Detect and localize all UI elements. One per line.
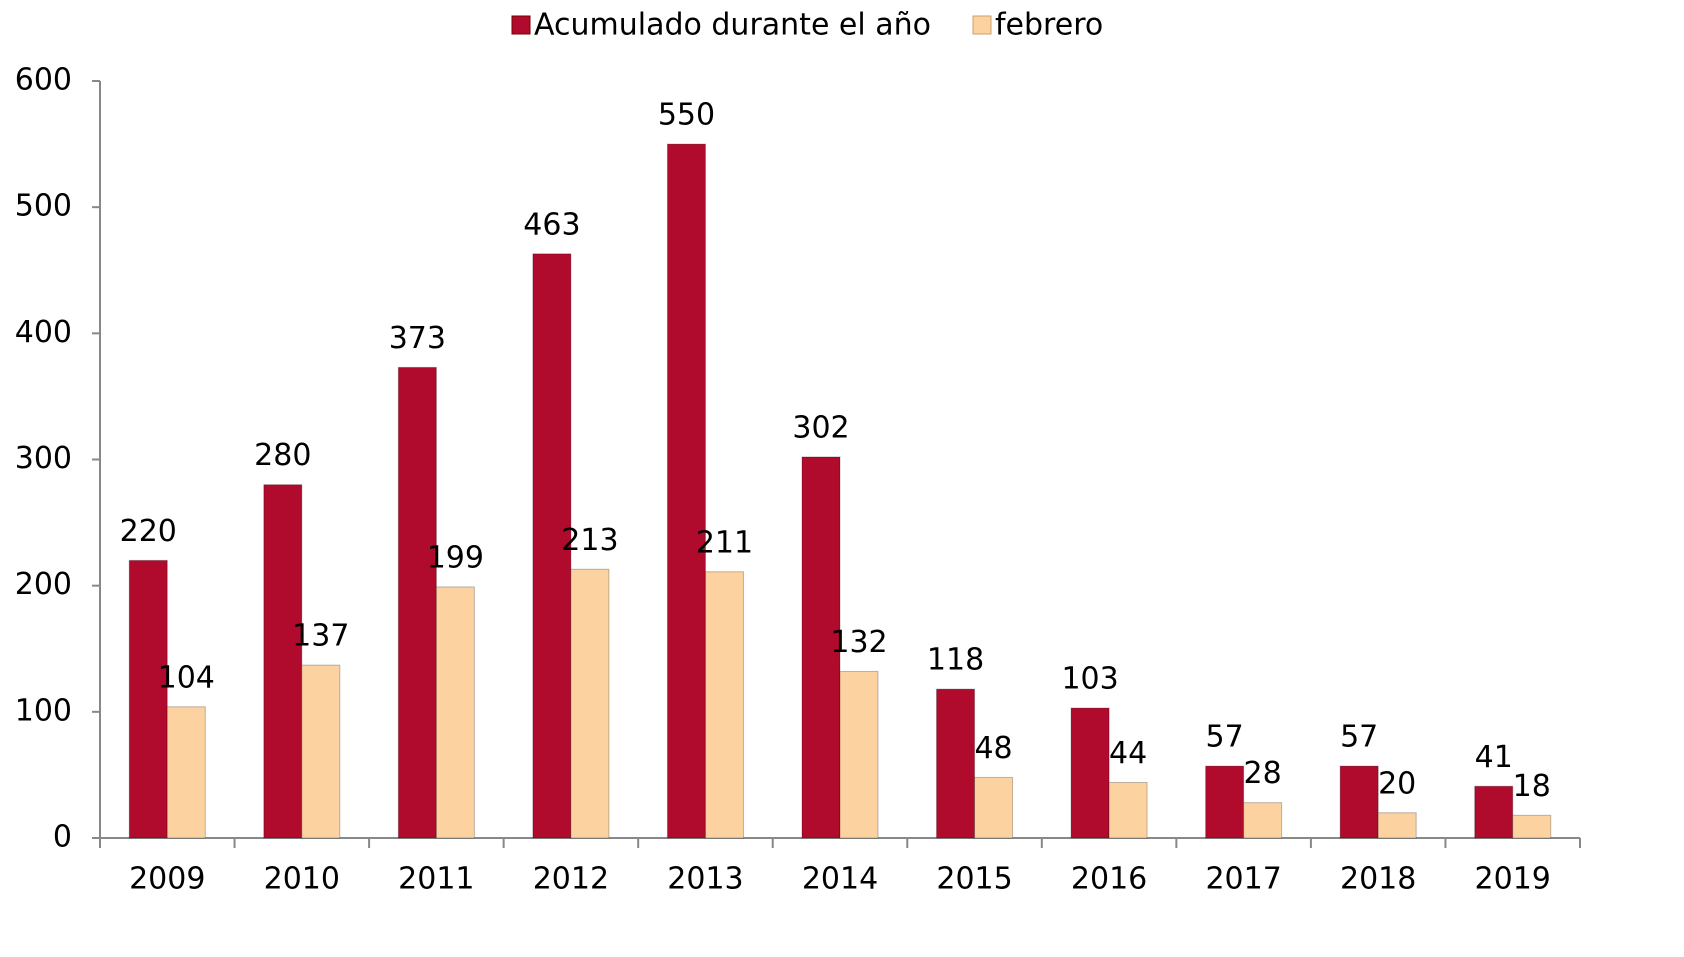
x-tick-label: 2013 — [667, 862, 743, 897]
bar — [1512, 814, 1552, 839]
value-label: 20 — [1378, 766, 1416, 801]
legend-swatch — [972, 15, 992, 35]
value-label: 28 — [1244, 756, 1282, 791]
x-tick-label: 2012 — [533, 862, 609, 897]
value-label: 41 — [1475, 740, 1513, 775]
y-tick-label: 300 — [15, 441, 72, 476]
x-tick-label: 2011 — [398, 862, 474, 897]
value-label: 18 — [1513, 769, 1551, 804]
value-label: 48 — [974, 731, 1012, 766]
x-tick-label: 2009 — [129, 862, 205, 897]
value-label: 280 — [254, 438, 311, 473]
bar — [301, 664, 341, 839]
x-tick-label: 2016 — [1071, 862, 1147, 897]
y-tick-label: 100 — [15, 693, 72, 728]
value-label: 220 — [120, 514, 177, 549]
bar — [1205, 765, 1245, 839]
value-label: 118 — [927, 643, 984, 678]
value-label: 211 — [696, 525, 753, 560]
value-label: 213 — [561, 523, 618, 558]
bar — [397, 366, 437, 839]
y-tick-label: 600 — [15, 63, 72, 98]
bar — [936, 688, 976, 839]
y-tick-label: 0 — [53, 820, 72, 855]
value-label: 44 — [1109, 736, 1147, 771]
bar — [839, 670, 879, 839]
value-label: 57 — [1206, 720, 1244, 755]
bar — [1070, 707, 1110, 839]
value-label: 373 — [389, 321, 446, 356]
bar — [1377, 812, 1417, 839]
bar — [1474, 785, 1514, 839]
value-label: 463 — [523, 207, 580, 242]
value-label: 132 — [830, 625, 887, 660]
value-label: 104 — [158, 660, 215, 695]
legend-label: febrero — [995, 8, 1103, 43]
x-tick-label: 2014 — [802, 862, 878, 897]
bar — [704, 571, 744, 839]
x-tick-label: 2018 — [1340, 862, 1416, 897]
value-label: 103 — [1061, 662, 1118, 697]
x-tick-label: 2010 — [264, 862, 340, 897]
value-label: 137 — [292, 619, 349, 654]
y-tick-label: 200 — [15, 567, 72, 602]
bar — [974, 776, 1014, 839]
bar — [801, 456, 841, 839]
y-tick-label: 500 — [15, 189, 72, 224]
value-label: 57 — [1340, 720, 1378, 755]
y-tick-label: 400 — [15, 315, 72, 350]
bar — [263, 484, 303, 839]
bar — [1339, 765, 1379, 839]
bar — [1243, 802, 1283, 839]
value-label: 302 — [792, 410, 849, 445]
legend-label: Acumulado durante el año — [534, 8, 931, 43]
x-tick-label: 2015 — [936, 862, 1012, 897]
bar — [570, 568, 610, 839]
legend-swatch — [511, 15, 531, 35]
value-label: 199 — [427, 540, 484, 575]
bar — [435, 586, 475, 839]
x-tick-label: 2017 — [1205, 862, 1281, 897]
bar — [128, 559, 168, 839]
bar — [666, 143, 706, 839]
value-label: 550 — [658, 98, 715, 133]
bar — [532, 253, 572, 839]
bar — [1108, 781, 1148, 839]
bar — [166, 706, 206, 839]
x-tick-label: 2019 — [1475, 862, 1551, 897]
